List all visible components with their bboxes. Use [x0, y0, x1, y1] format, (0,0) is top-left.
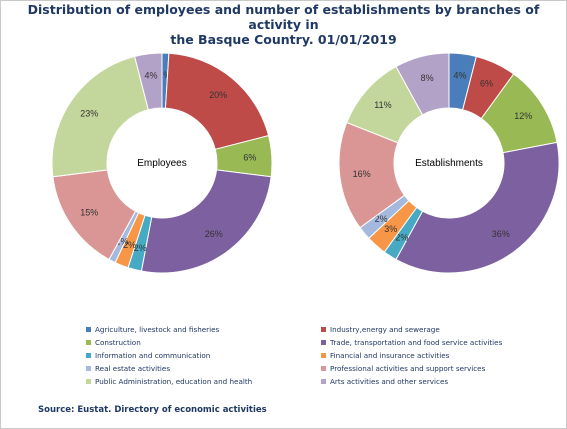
chart-title-line-2: the Basque Country. 01/01/2019: [170, 32, 397, 47]
legend: Agriculture, livestock and fisheries Indu…: [86, 323, 556, 388]
chart-title: Distribution of employees and number of …: [0, 2, 567, 47]
legend-swatch: [86, 340, 91, 345]
legend-label: Information and communication: [95, 351, 211, 360]
legend-label: Professional activities and support serv…: [330, 364, 486, 373]
legend-label: Construction: [95, 338, 141, 347]
legend-item: Public Administration, education and hea…: [86, 375, 321, 388]
slice-data-label: 6%: [243, 152, 256, 162]
donut-slice: [51, 55, 149, 178]
legend-item: Financial and insurance activities: [321, 349, 556, 362]
legend-item: Trade, transportation and food service a…: [321, 336, 556, 349]
legend-item: Real estate activities: [86, 362, 321, 375]
legend-swatch: [86, 379, 91, 384]
slice-data-label: 1%: [158, 70, 171, 80]
slice-data-label: 4%: [144, 71, 157, 81]
legend-item: Arts activities and other services: [321, 375, 556, 388]
source-note: Source: Eustat. Directory of economic ac…: [38, 405, 267, 415]
slice-data-label: 12%: [514, 111, 532, 121]
legend-label: Arts activities and other services: [330, 377, 449, 386]
slice-data-label: 36%: [492, 229, 510, 239]
slice-data-label: 8%: [421, 73, 434, 83]
legend-swatch: [86, 353, 91, 358]
legend-label: Financial and insurance activities: [330, 351, 450, 360]
legend-label: Real estate activities: [95, 364, 171, 373]
legend-label: Industry,energy and sewerage: [330, 325, 440, 334]
employees-donut: 1%20%6%26%2%2%1%15%23%4%Employees: [51, 52, 273, 274]
slice-data-label: 16%: [353, 169, 371, 179]
legend-item: Construction: [86, 336, 321, 349]
slice-data-label: 4%: [454, 71, 467, 81]
legend-item: Agriculture, livestock and fisheries: [86, 323, 321, 336]
legend-item: Industry,energy and sewerage: [321, 323, 556, 336]
slice-data-label: 1%: [116, 236, 129, 246]
legend-swatch: [321, 379, 326, 384]
slice-data-label: 23%: [80, 109, 98, 119]
donut-slice: [134, 52, 163, 111]
slice-data-label: 11%: [374, 100, 391, 110]
legend-swatch: [321, 340, 326, 345]
donut-slice: [395, 52, 450, 116]
legend-label: Public Administration, education and hea…: [95, 377, 253, 386]
legend-swatch: [86, 366, 91, 371]
slice-data-label: 6%: [480, 78, 493, 88]
slice-data-label: 2%: [395, 232, 408, 242]
legend-swatch: [321, 327, 326, 332]
slice-data-label: 2%: [375, 214, 388, 224]
donut-slice: [164, 52, 270, 150]
slice-data-label: 2%: [123, 240, 136, 250]
legend-swatch: [86, 327, 91, 332]
legend-swatch: [321, 366, 326, 371]
legend-label: Trade, transportation and food service a…: [330, 338, 503, 347]
legend-label: Agriculture, livestock and fisheries: [95, 325, 220, 334]
slice-data-label: 15%: [80, 207, 98, 217]
slice-data-label: 2%: [134, 243, 147, 253]
legend-item: Information and communication: [86, 349, 321, 362]
establishments-donut: 4% 6% 12% 36% 2%3%2% 16% 11% 8% Establishments: [338, 52, 560, 274]
legend-item: Professional activities and support serv…: [321, 362, 556, 375]
donut-slice: [395, 141, 560, 274]
donut-slice: [140, 169, 272, 274]
slice-data-label: 20%: [209, 90, 227, 100]
chart-title-line-1: Distribution of employees and number of …: [27, 2, 540, 32]
legend-swatch: [321, 353, 326, 358]
donut-center-label: Employees: [137, 158, 186, 169]
slice-data-label: 26%: [205, 229, 223, 239]
slice-data-label: 3%: [384, 224, 397, 234]
donut-center-label: Establishments: [415, 158, 483, 169]
